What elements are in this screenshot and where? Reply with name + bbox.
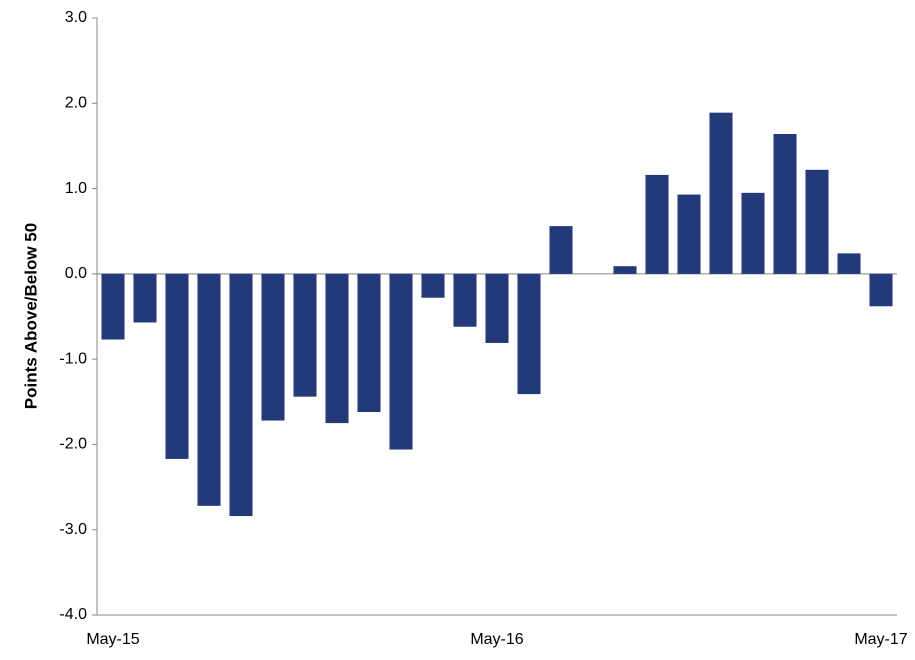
bar <box>773 133 797 274</box>
y-tick-label: -2.0 <box>59 436 87 453</box>
bar <box>357 273 381 413</box>
bar <box>389 273 413 450</box>
bar <box>709 112 733 274</box>
y-tick-label: -3.0 <box>59 521 87 538</box>
bar <box>229 273 253 517</box>
x-tick-label: May-17 <box>854 631 907 648</box>
y-tick-label: 1.0 <box>65 180 87 197</box>
bar <box>549 226 573 274</box>
bar <box>517 273 541 395</box>
x-tick-label: May-16 <box>470 631 523 648</box>
bar <box>485 273 509 343</box>
y-axis-label: Points Above/Below 50 <box>21 223 40 409</box>
bar <box>293 273 317 397</box>
y-tick-label: 2.0 <box>65 95 87 112</box>
bar <box>837 253 861 274</box>
bar <box>421 273 445 298</box>
bar <box>677 194 701 274</box>
bar <box>261 273 285 421</box>
y-tick-label: 0.0 <box>65 265 87 282</box>
bar <box>197 273 221 506</box>
x-tick-label: May-15 <box>86 631 139 648</box>
bar <box>133 273 157 323</box>
bar <box>325 273 349 424</box>
bar <box>805 169 829 274</box>
bar <box>453 273 477 327</box>
bar <box>101 273 125 340</box>
bar <box>869 273 893 307</box>
bar <box>645 174 669 274</box>
bar <box>165 273 189 459</box>
y-tick-label: -4.0 <box>59 606 87 623</box>
bar <box>613 266 637 274</box>
y-tick-label: 3.0 <box>65 9 87 26</box>
y-tick-label: -1.0 <box>59 350 87 367</box>
bar <box>741 192 765 274</box>
